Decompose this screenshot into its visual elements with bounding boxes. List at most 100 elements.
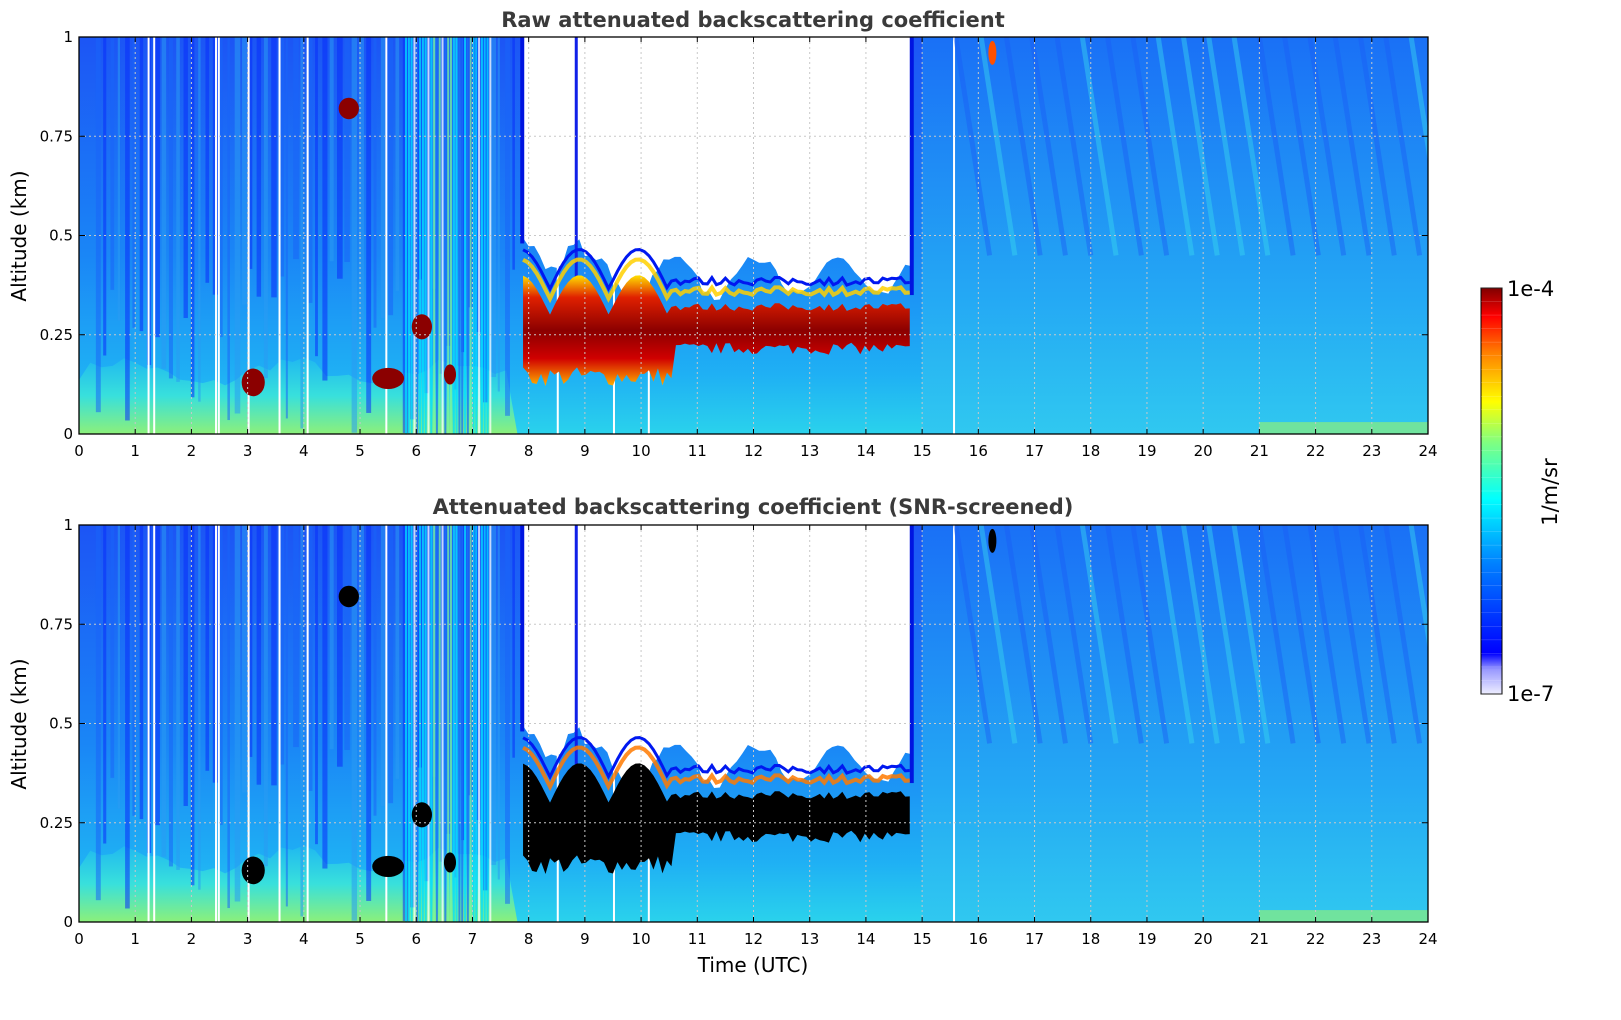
signal-streak: [249, 37, 253, 269]
signal-streak: [293, 525, 299, 748]
signal-streak: [395, 37, 400, 291]
signal-streak: [416, 525, 419, 922]
y-tick-label: 0: [63, 913, 73, 931]
cloud-edge-fringe: [574, 525, 578, 823]
aerosol-hotspot: [338, 585, 359, 608]
plume-streak: [1332, 525, 1372, 744]
x-tick-label: 15: [913, 930, 932, 948]
plume-streak: [1358, 37, 1397, 256]
signal-streak: [480, 37, 483, 434]
aerosol-hotspot: [411, 314, 433, 340]
x-tick-label: 21: [1250, 442, 1269, 460]
signal-streak: [161, 525, 167, 857]
x-tick-label: 16: [969, 930, 988, 948]
top-y-ticks: 0 0.25 0.5 0.75 1: [40, 28, 1428, 443]
plume-streak: [1256, 37, 1296, 256]
plume-streak: [1054, 525, 1094, 744]
x-tick-label: 20: [1194, 930, 1213, 948]
plume-streak: [1383, 525, 1423, 744]
plume-streak: [1383, 37, 1423, 256]
signal-streak: [452, 525, 455, 922]
signal-streak: [285, 525, 288, 907]
cloud-top-rim: [522, 257, 910, 304]
signal-streak: [407, 37, 410, 434]
cloud-top-fringe: [522, 248, 910, 293]
data-gap: [306, 37, 309, 434]
signal-streak: [336, 37, 343, 279]
plume-streak: [953, 37, 993, 256]
cloud-edge-fringe: [574, 37, 578, 335]
plume-streak: [1332, 37, 1372, 256]
signal-streak: [300, 525, 304, 917]
plume-streak: [1054, 37, 1094, 256]
x-tick-label: 5: [355, 930, 365, 948]
x-tick-label: 24: [1418, 442, 1437, 460]
colorbar: 1e-4 1e-7 1/m/sr: [1480, 277, 1562, 706]
x-tick-label: 2: [187, 930, 197, 948]
x-tick-label: 17: [1025, 442, 1044, 460]
x-tick-label: 13: [800, 442, 819, 460]
plume-streak: [1231, 525, 1271, 744]
x-tick-label: 19: [1137, 930, 1156, 948]
x-tick-label: 24: [1418, 930, 1437, 948]
x-tick-label: 21: [1250, 930, 1269, 948]
bottom-x-ticks: 0 1 2 3 4 5 6 7 8 9 10 11 12 13 14 15 16 17 18 19 20 21 22 23 24: [74, 525, 1438, 948]
x-tick-label: 10: [632, 442, 651, 460]
data-gap: [306, 525, 309, 922]
data-gap: [215, 37, 218, 434]
plume-streak: [1105, 525, 1144, 744]
signal-streak: [227, 525, 230, 909]
signal-streak: [183, 525, 188, 806]
signal-streak: [256, 37, 262, 297]
plume-streak: [978, 37, 1018, 256]
signal-streak: [205, 525, 210, 771]
signal-streak: [110, 525, 115, 778]
x-tick-label: 18: [1081, 930, 1100, 948]
top-y-axis-label: Altitude (km): [7, 170, 31, 301]
signal-streak: [271, 37, 277, 298]
signal-streak: [249, 525, 253, 757]
x-tick-label: 23: [1362, 930, 1381, 948]
y-tick-label: 0: [63, 425, 73, 443]
signal-streak: [475, 37, 478, 434]
signal-streak: [117, 37, 121, 321]
signal-streak: [427, 525, 430, 922]
x-tick-label: 4: [299, 930, 309, 948]
signal-streak: [322, 37, 328, 381]
x-tick-label: 8: [524, 442, 534, 460]
y-tick-label: 0.75: [40, 615, 73, 633]
signal-streak: [95, 525, 101, 901]
signal-streak: [410, 37, 416, 420]
x-tick-label: 7: [468, 930, 478, 948]
signal-streak: [427, 37, 430, 434]
signal-streak: [242, 37, 248, 305]
signal-streak: [227, 37, 230, 421]
signal-streak: [125, 37, 130, 421]
plume-streak: [1130, 525, 1170, 744]
x-tick-label: 0: [74, 930, 84, 948]
x-tick-label: 9: [580, 930, 590, 948]
plume-streak: [1206, 525, 1245, 744]
colorbar-gradient: [1480, 287, 1503, 695]
aerosol-hotspot: [988, 528, 997, 553]
x-tick-label: 8: [524, 930, 534, 948]
plume-streak: [1130, 37, 1170, 256]
plume-streak: [1206, 37, 1245, 256]
signal-streak: [132, 525, 136, 816]
signal-streak: [486, 525, 489, 922]
colorbar-max-label: 1e-4: [1507, 277, 1554, 301]
aerosol-hotspot: [338, 97, 359, 120]
colorbar-min-label: 1e-7: [1507, 682, 1554, 706]
signal-streak: [256, 525, 262, 785]
signal-streak: [466, 525, 469, 922]
plume-streak: [1029, 37, 1068, 256]
x-tick-label: 15: [913, 442, 932, 460]
signal-streak: [447, 525, 450, 922]
plume-streak: [1105, 37, 1144, 256]
signal-streak: [430, 37, 433, 434]
signal-streak: [344, 37, 350, 262]
signal-streak: [416, 37, 419, 434]
signal-streak: [480, 525, 483, 922]
x-tick-label: 1: [130, 930, 140, 948]
signal-streak: [125, 525, 130, 909]
